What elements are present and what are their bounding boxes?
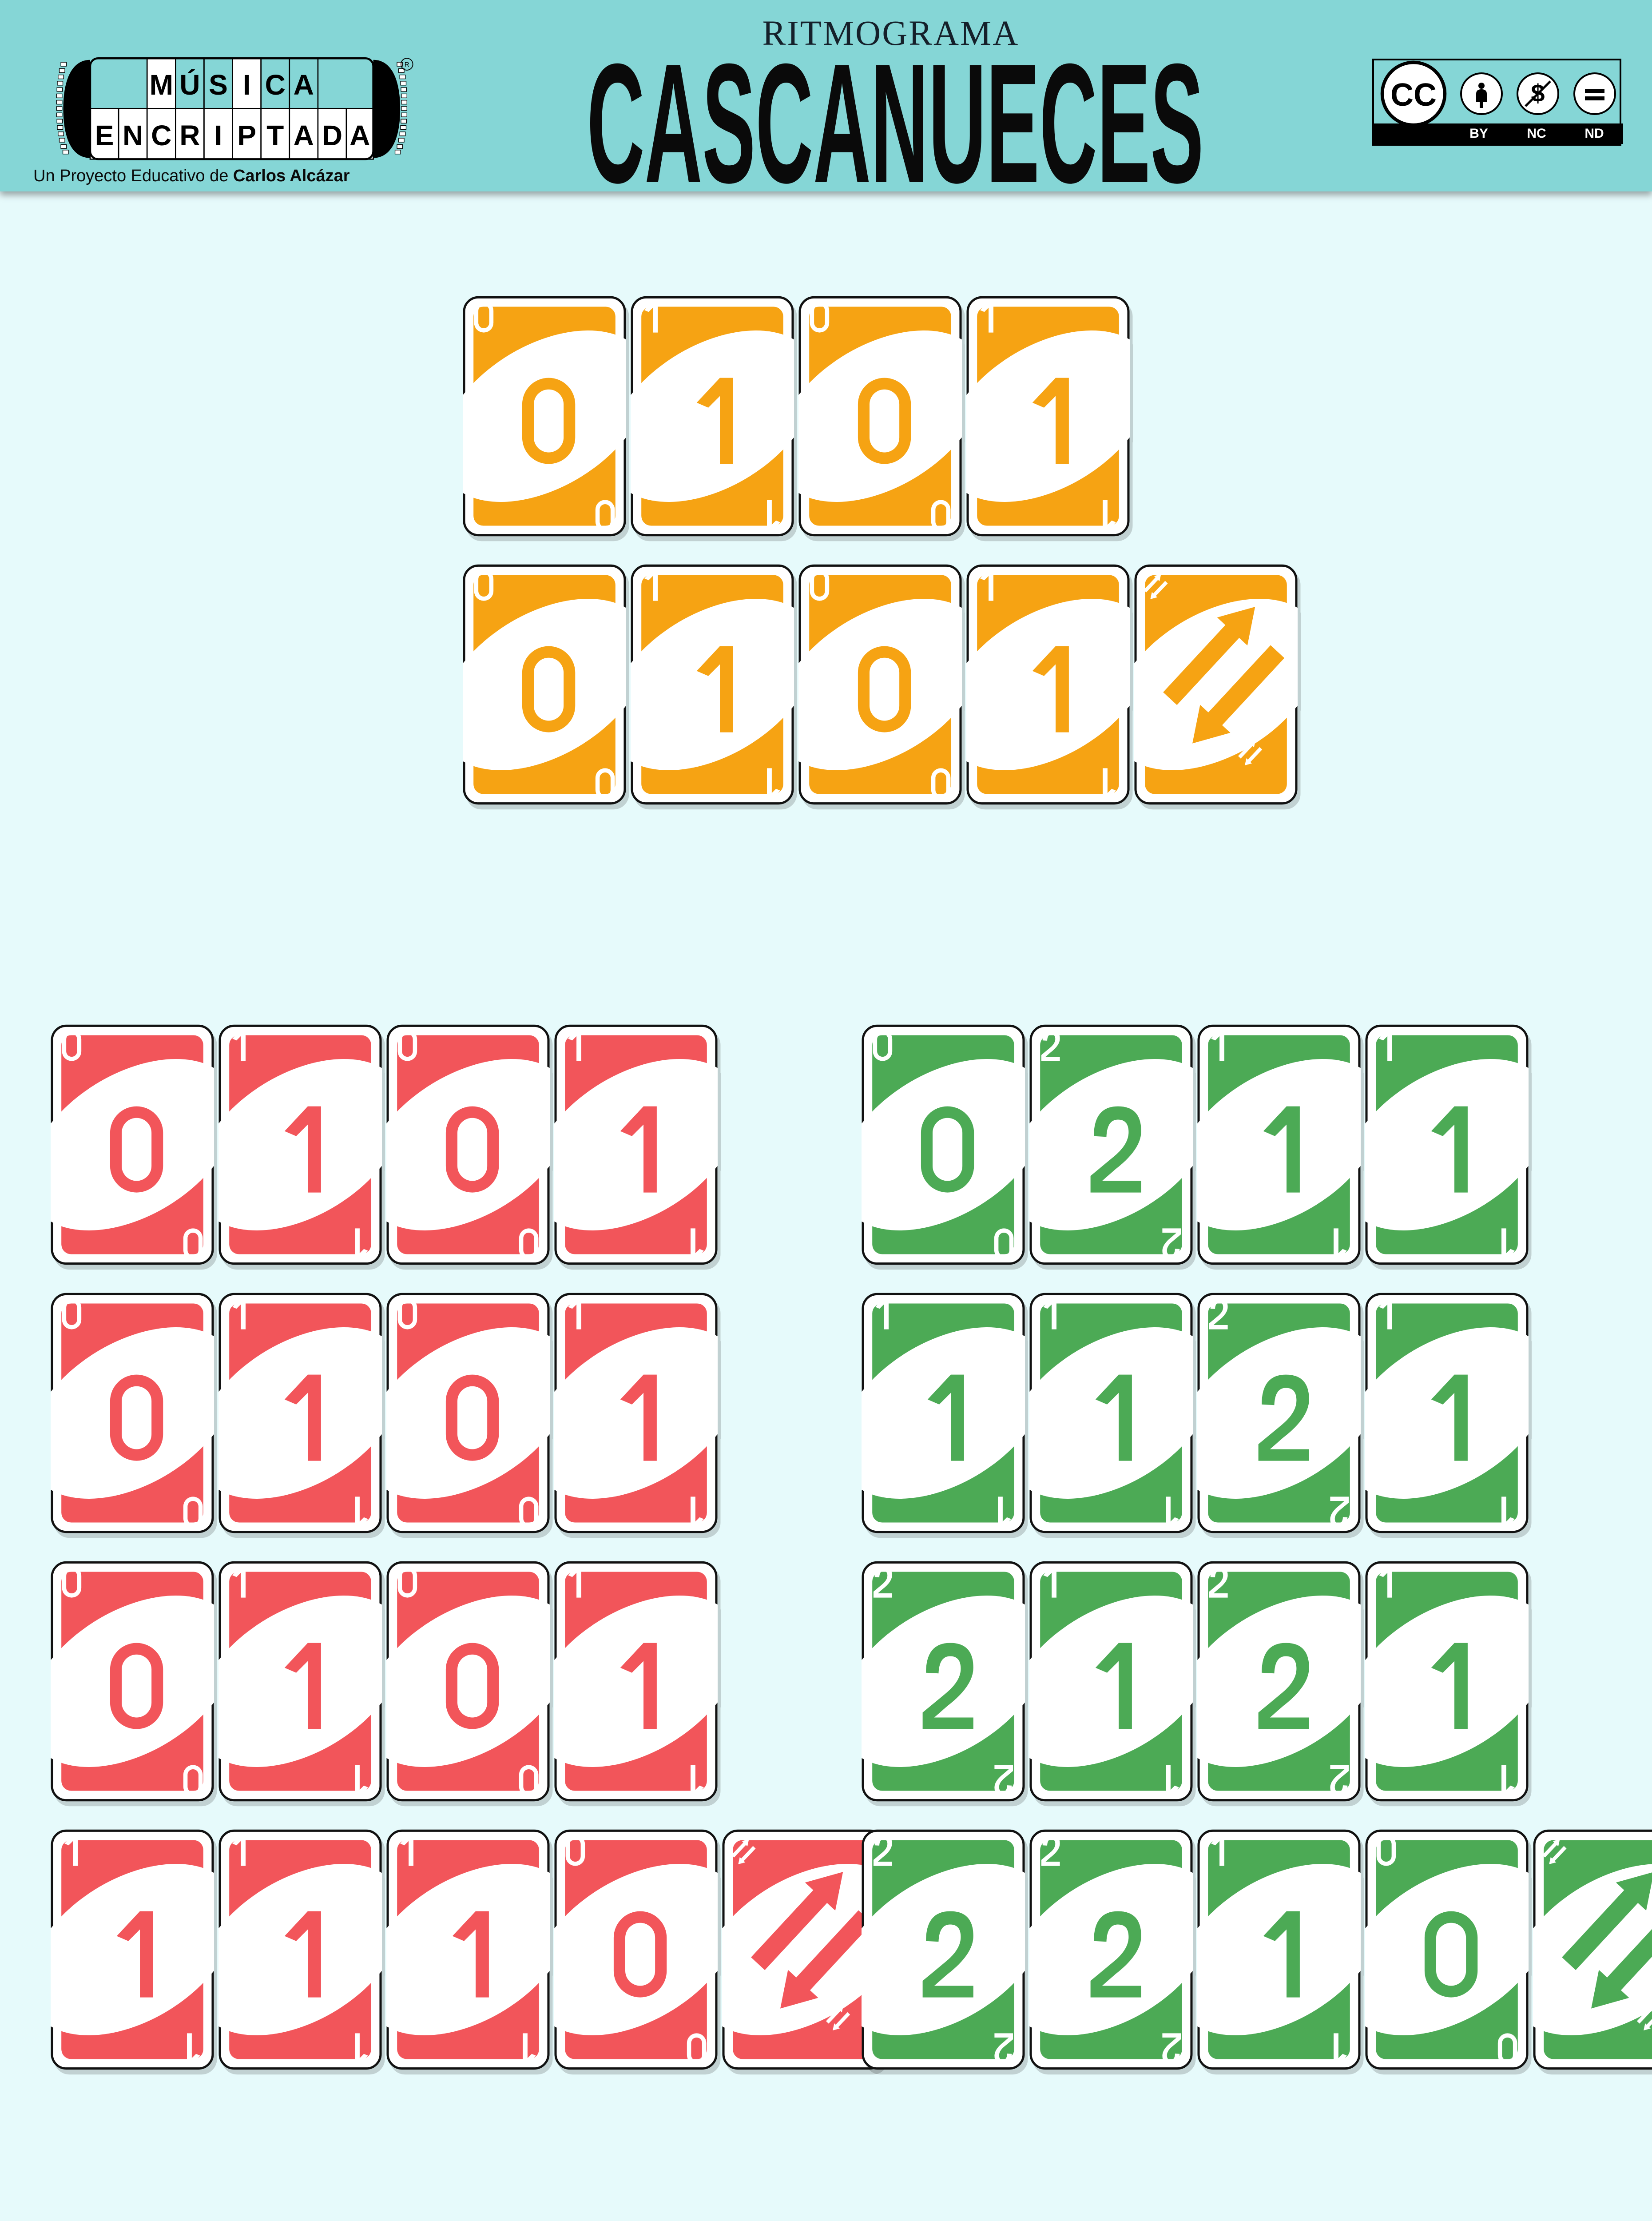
svg-text:I: I xyxy=(243,69,251,101)
svg-text:N: N xyxy=(123,119,143,151)
svg-text:R: R xyxy=(179,119,200,151)
svg-text:S: S xyxy=(209,69,228,101)
svg-text:R: R xyxy=(405,61,409,68)
svg-text:P: P xyxy=(237,119,256,151)
svg-text:CC: CC xyxy=(1390,77,1437,113)
svg-text:C: C xyxy=(151,119,171,151)
svg-text:A: A xyxy=(349,119,370,151)
svg-text:E: E xyxy=(95,119,114,151)
svg-text:D: D xyxy=(322,119,342,151)
svg-text:A: A xyxy=(294,119,314,151)
svg-text:T: T xyxy=(266,119,284,151)
svg-text:M: M xyxy=(150,69,173,101)
svg-text:A: A xyxy=(294,69,314,101)
svg-text:I: I xyxy=(214,119,222,151)
svg-text:C: C xyxy=(265,69,286,101)
svg-text:Ú: Ú xyxy=(179,69,200,101)
